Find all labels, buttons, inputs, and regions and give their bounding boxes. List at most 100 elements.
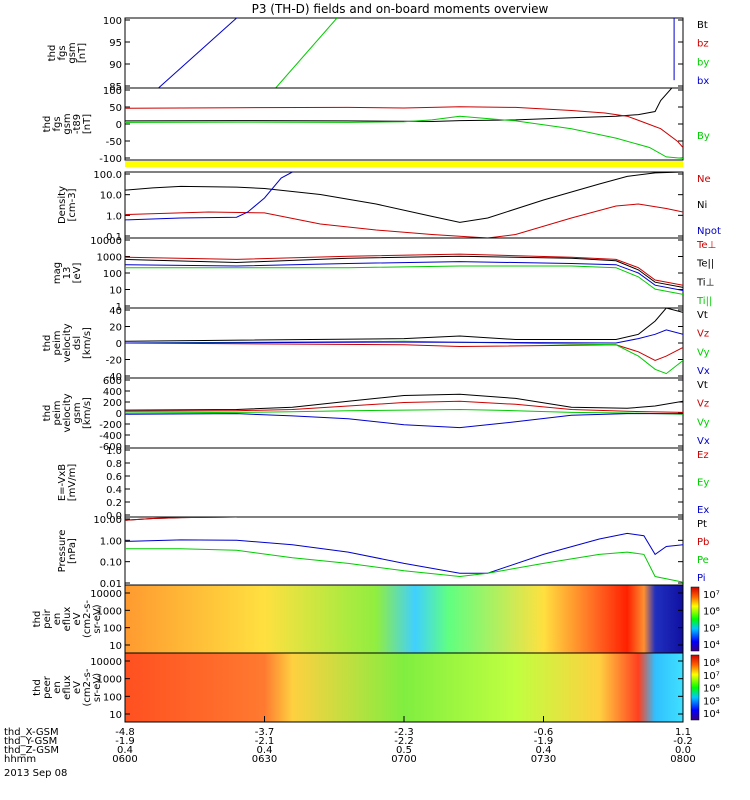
panel-peir: 10⁷ 10⁶ 10⁵ 10⁴ 10000 1000 100 10 thd peir en eflux…: [32, 584, 720, 654]
x-row-value: -1.9: [534, 736, 554, 747]
y-tick-label: 100.0: [93, 170, 122, 181]
series-line: [125, 342, 683, 362]
x-row-value: 0.4: [257, 745, 273, 756]
series-line: [125, 329, 683, 344]
legend-entry: Vy: [697, 417, 710, 428]
y-axis-label: gsm: [62, 113, 73, 134]
x-row-value: -1.9: [115, 736, 135, 747]
y-axis-label: eV: [72, 612, 83, 625]
y-axis-label: thd: [32, 679, 43, 696]
y-tick-label: 1000: [97, 253, 122, 264]
legend-entry: Te⊥: [696, 240, 716, 251]
series-line: [125, 265, 683, 295]
x-row-value: 0.0: [675, 745, 691, 756]
legend-entry: Pb: [697, 537, 709, 548]
legend-entry: Ni: [697, 200, 707, 211]
legend-entry: bz: [697, 39, 709, 50]
y-tick-label: -40: [106, 372, 122, 383]
y-axis-label: thd: [32, 611, 43, 628]
y-axis-label: [nT]: [77, 43, 88, 63]
panel-velocity_dsl: 40 20 0 -20 -40 thd peim velocity dsl [km/s] Vt Vz V…: [42, 306, 710, 383]
series-line: [125, 517, 237, 521]
legend-entry: Vt: [697, 310, 708, 321]
y-tick-label: 0.6: [106, 472, 122, 483]
y-tick-label: 200: [103, 398, 122, 409]
y-tick-label: 10: [109, 710, 122, 721]
legend-entry: Pe: [697, 555, 709, 566]
y-tick-label: 10.00: [93, 515, 122, 526]
y-axis-label: velocity: [62, 393, 73, 432]
x-row-value: -3.7: [255, 727, 275, 738]
y-tick-label: 100: [103, 692, 122, 703]
x-row-value: -2.3: [394, 727, 414, 738]
y-axis-label: dsl: [72, 336, 83, 350]
y-tick-label: 0: [116, 120, 122, 131]
legend-entry: Ti||: [696, 296, 712, 307]
x-row-value: 0.4: [117, 745, 133, 756]
y-axis-label: thd: [47, 45, 58, 62]
y-axis-label: peir: [42, 608, 53, 628]
legend-entry: Pi: [697, 573, 706, 584]
legend-entry: by: [697, 57, 709, 68]
legend-entry: Vt: [697, 380, 708, 391]
legend-entry: bx: [697, 76, 709, 87]
legend-entry: Pt: [697, 519, 707, 530]
y-axis-label: [km/s]: [82, 397, 93, 429]
legend-entry: Te||: [696, 259, 714, 270]
y-axis-label: (cm2-s-: [82, 600, 93, 638]
series-line: [125, 88, 673, 123]
y-tick-label: 40: [109, 306, 122, 317]
y-axis-label: en: [52, 681, 63, 694]
series-line: [125, 340, 683, 375]
series-line: [125, 115, 683, 159]
legend-entry: Vz: [697, 399, 709, 410]
y-axis-label: 13: [62, 267, 73, 280]
series-line: [125, 408, 683, 415]
y-axis-label: [km/s]: [82, 327, 93, 359]
y-tick-label: 10: [109, 286, 122, 297]
x-row-value: -2.2: [394, 736, 414, 747]
y-tick-label: 0.1: [106, 232, 122, 243]
x-row-value: -2.1: [255, 736, 275, 747]
series-line: [125, 532, 683, 574]
y-tick-label: 0.2: [106, 498, 122, 509]
y-tick-label: -600: [99, 442, 122, 453]
y-tick-label: 10000: [90, 589, 122, 600]
y-tick-label: 10000: [90, 236, 122, 247]
y-tick-label: -200: [99, 420, 122, 431]
y-tick-label: 10.0: [100, 191, 122, 202]
colorbar-tick-label: 10⁴: [703, 709, 720, 720]
panel-efield: 1.0 0.8 0.6 0.4 0.2 0.0 E=-VxB [mV/m] Ez Ey Ex: [57, 446, 709, 522]
y-axis-label: [nT]: [82, 114, 93, 134]
y-axis-label: thd: [42, 335, 53, 352]
x-row-label: hhmm: [4, 754, 36, 765]
y-tick-label: 1000: [97, 675, 122, 686]
figure-title: P3 (TH-D) fields and on-board moments ov…: [252, 2, 549, 16]
y-tick-label: 100: [103, 16, 122, 27]
y-axis-label: [mV/m]: [67, 464, 78, 502]
y-tick-label: 0: [116, 409, 122, 420]
panel-frame: [124, 17, 684, 89]
y-axis-label: [cm-3]: [67, 188, 78, 221]
y-axis-label: velocity: [62, 323, 73, 362]
colorbar-tick-label: 10⁵: [703, 623, 720, 634]
x-row-value: 0700: [391, 754, 416, 765]
y-tick-label: 400: [103, 387, 122, 398]
series-line: [125, 413, 683, 429]
y-tick-label: -50: [106, 137, 122, 148]
x-row-value: -4.8: [115, 727, 135, 738]
y-axis-label: peim: [52, 330, 63, 355]
y-axis-label: (cm2-s-: [82, 668, 93, 706]
y-tick-label: 600: [103, 376, 122, 387]
legend-entry: Ex: [697, 505, 709, 516]
series-line: [125, 106, 683, 148]
colorbar-tick-label: 10⁶: [703, 684, 720, 695]
y-axis-label: eflux: [62, 675, 73, 700]
y-axis-label: Pressure: [57, 530, 68, 573]
y-axis-label: [eV]: [72, 263, 83, 284]
y-axis-label: sr-eV): [92, 673, 103, 702]
y-tick-label: 1.0: [106, 211, 122, 222]
y-tick-label: 100: [103, 624, 122, 635]
y-axis-label: fgs: [52, 116, 63, 131]
